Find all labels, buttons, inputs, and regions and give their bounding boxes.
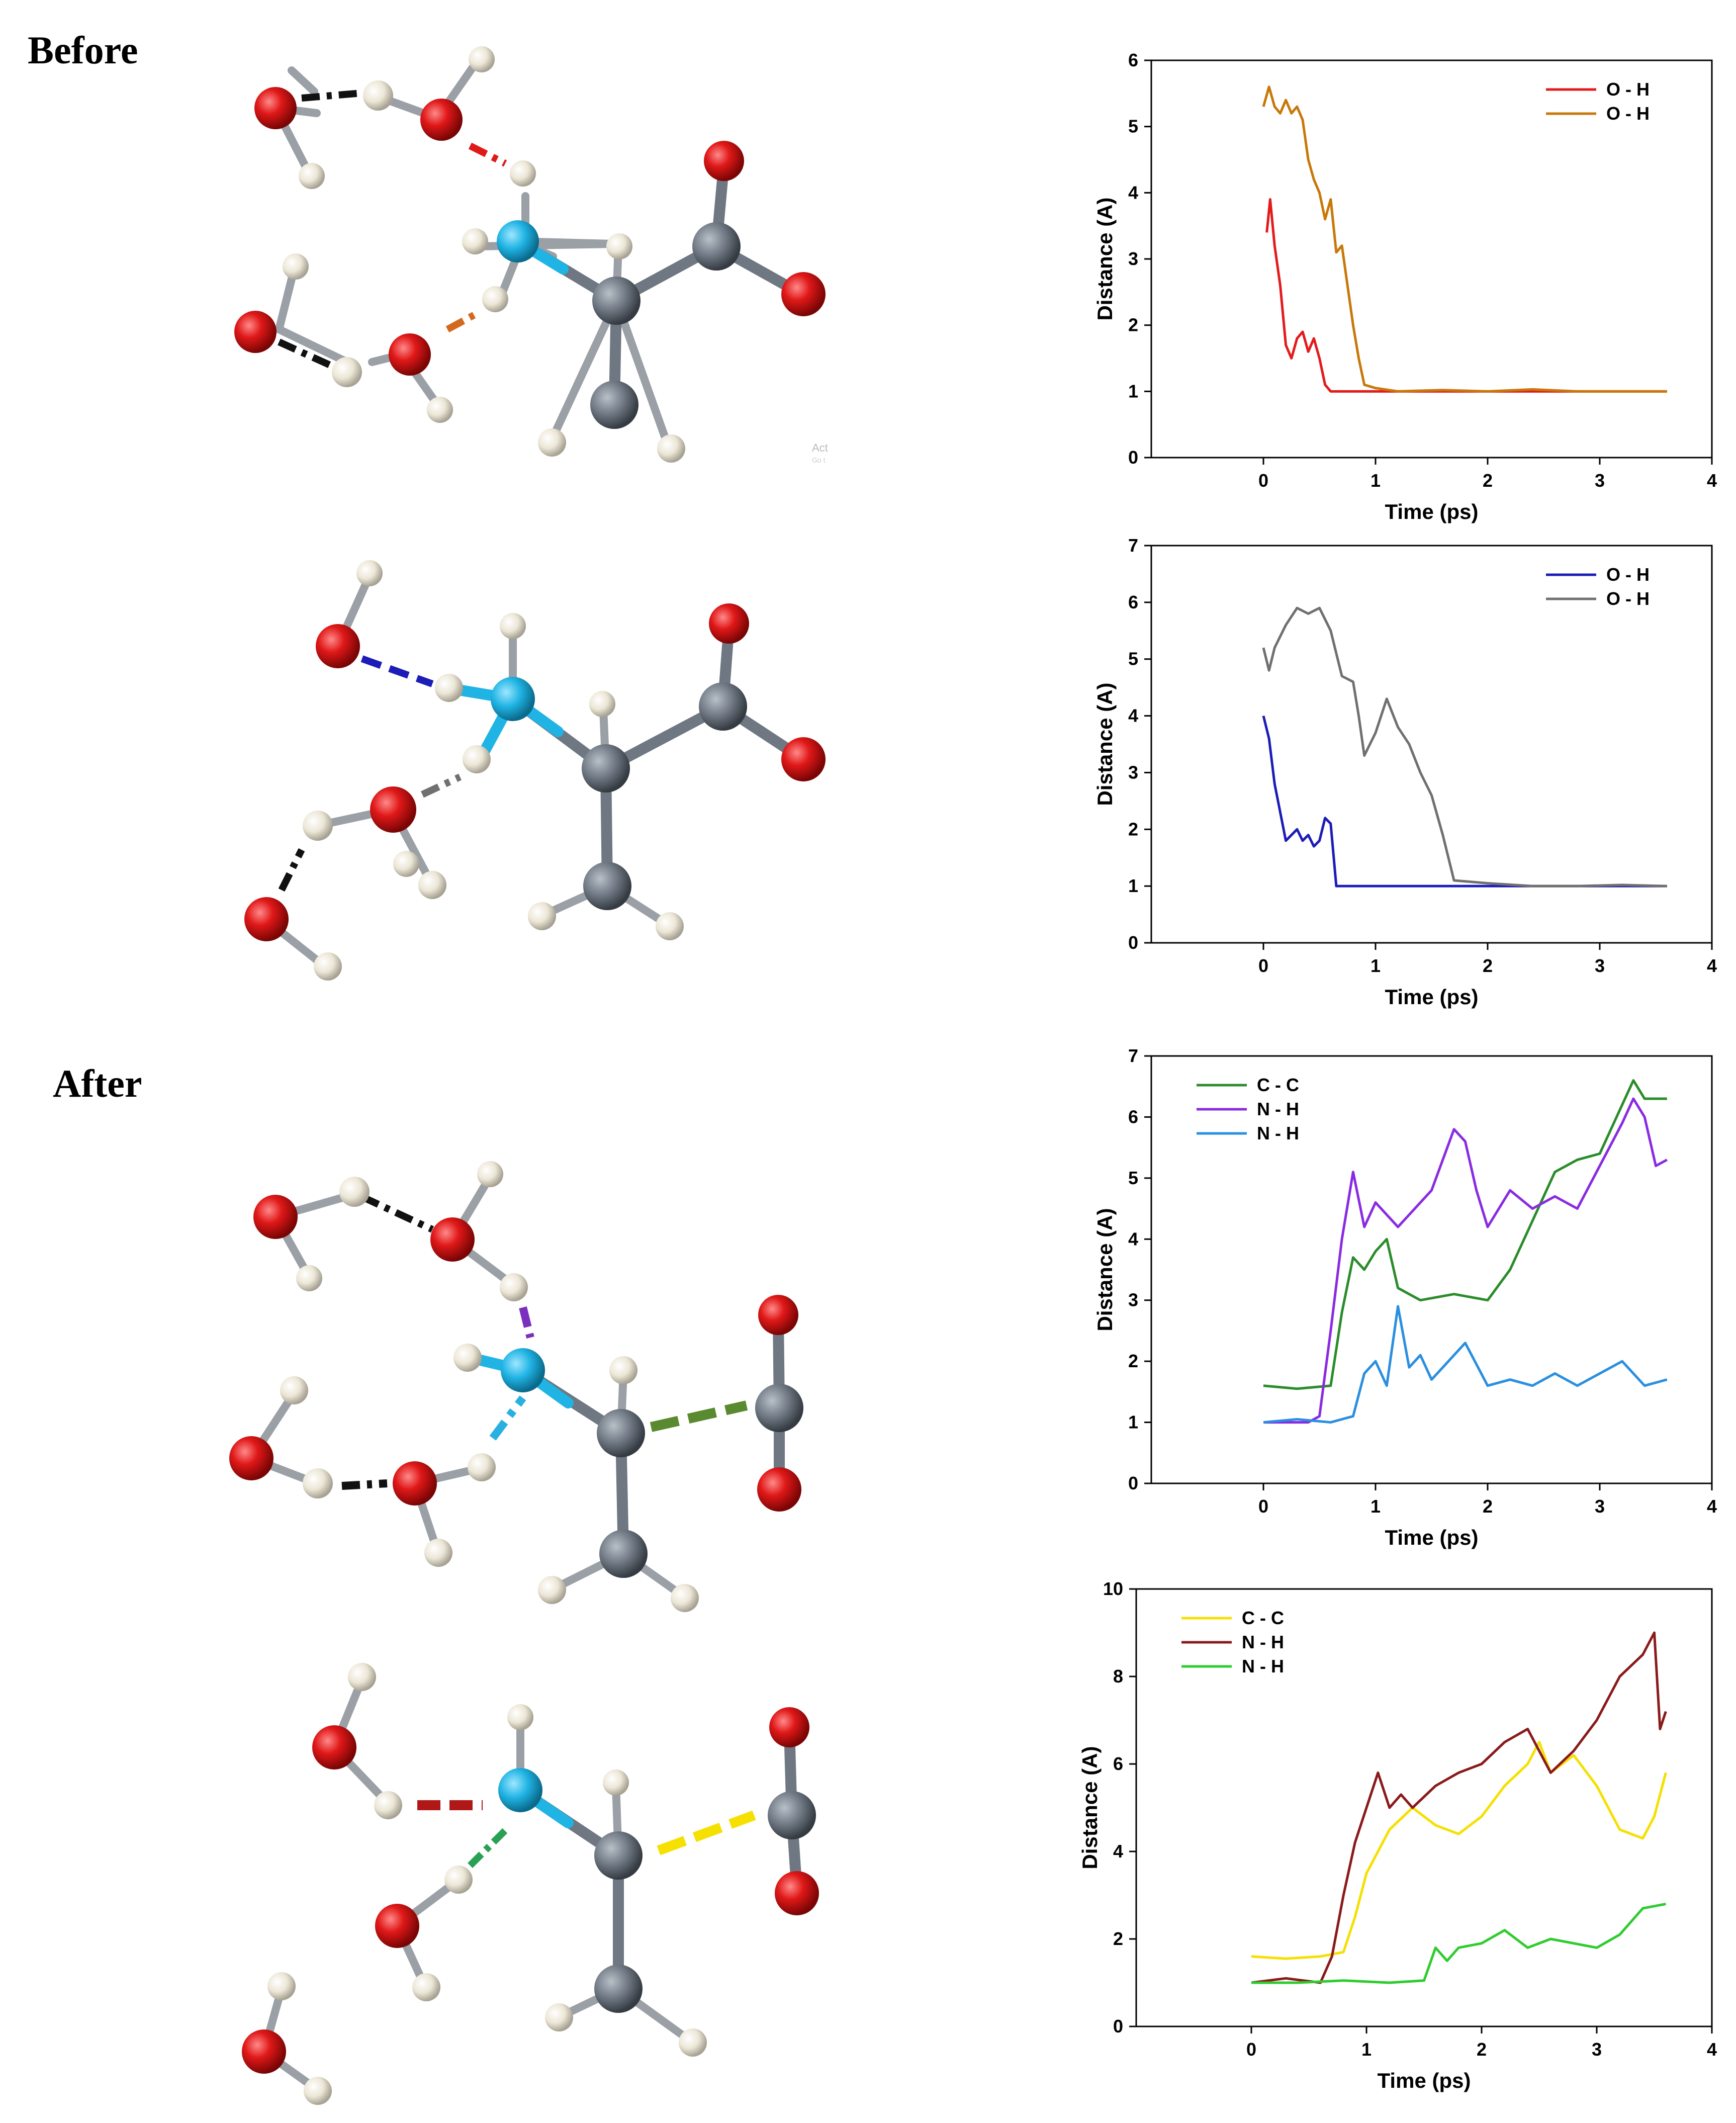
chart-1-x-tick-label: 0 [1258,470,1268,491]
chart-3-x-tick-label: 4 [1707,1496,1717,1517]
chart-4: 0 1 2 3 4 0 2 4 6 8 10 Time (ps) Distance (A) C - C N … [1078,1578,1717,2092]
chart-4-y-tick-label: 4 [1113,1841,1123,1862]
chart-3-series-1-line [1263,1079,1667,1390]
chart-4-y-tick-label: 6 [1113,1753,1123,1774]
chart-4-y-tick-label: 0 [1113,2016,1123,2037]
chart-1-y-tick-label: 5 [1128,116,1138,137]
chart-4-y-tick-label: 2 [1113,1928,1123,1949]
chart-3-y-tick-label: 6 [1128,1106,1138,1127]
chart-3-x-axis-label: Time (ps) [1385,1526,1479,1549]
chart-3: 0 1 2 3 4 0 1 2 3 4 5 6 7 Time (ps) Distance (A) C - C N… [1093,1045,1717,1549]
chart-2-y-tick-label: 0 [1128,932,1138,953]
chart-3-y-tick-label: 4 [1128,1228,1138,1249]
chart-2-series-1-line [1262,715,1667,888]
chart-3-x-tick-label: 2 [1483,1496,1493,1517]
chart-1-y-tick-label: 0 [1128,447,1138,468]
chart-3-plot-frame [1150,1055,1713,1484]
chart-2-y-tick-label: 3 [1128,762,1138,782]
chart-2: 0 1 2 3 4 0 1 2 3 4 5 6 7 Time (ps) Distance (A) O - H O… [1093,535,1717,1009]
chart-4-series-2-line [1251,1631,1667,1984]
chart-2-y-tick-label: 5 [1128,649,1138,669]
chart-1-legend-label-1: O - H [1606,79,1650,100]
chart-1-x-tick-label: 3 [1595,470,1605,491]
chart-3-y-tick-label: 3 [1128,1290,1138,1310]
watermark-text: Act [812,441,828,454]
chart-1-series-1-line [1265,198,1667,393]
chart-4-legend-label-1: C - C [1242,1608,1284,1628]
chart-2-legend-label-1: O - H [1606,564,1650,585]
chart-4-series-1-line [1251,1741,1667,1960]
chart-1-y-tick-label: 6 [1128,50,1138,70]
chart-4-series-3-line [1251,1902,1666,1984]
chart-3-y-tick-label: 2 [1128,1351,1138,1371]
chart-1-legend-label-2: O - H [1606,103,1650,124]
chart-1: 0 1 2 3 4 0 1 2 3 4 5 6 Time (ps) Distance (A) O - H O … [1093,50,1717,523]
chart-3-y-tick-label: 5 [1128,1168,1138,1188]
molecule-panel-2 [244,560,826,981]
chart-3-x-tick-label: 3 [1595,1496,1605,1517]
watermark-subtext: Go t [812,456,826,464]
chart-3-legend-label-3: N - H [1257,1123,1299,1143]
chart-4-plot-frame [1135,1588,1713,2027]
chart-2-y-axis-label: Distance (A) [1093,682,1117,806]
molecule-panel-4 [242,1663,819,2105]
chart-1-y-tick-label: 1 [1128,381,1138,401]
chart-4-x-tick-label: 2 [1477,2039,1487,2060]
chart-3-y-tick-label: 0 [1128,1473,1138,1493]
chart-3-x-tick-label: 1 [1370,1496,1381,1517]
chart-2-y-tick-label: 1 [1128,875,1138,896]
molecule-panel-3 [229,1161,803,1612]
after-label: After [53,1062,142,1105]
chart-2-x-tick-label: 1 [1370,955,1381,976]
chart-4-x-tick-label: 1 [1361,2039,1372,2060]
chart-1-x-tick-label: 1 [1370,470,1381,491]
chart-1-y-tick-label: 3 [1128,248,1138,269]
chart-4-x-axis-label: Time (ps) [1378,2069,1471,2092]
chart-2-legend-label-2: O - H [1606,588,1650,609]
chart-1-y-tick-label: 4 [1128,182,1138,203]
chart-2-x-tick-label: 2 [1483,955,1493,976]
chart-2-x-axis-label: Time (ps) [1385,985,1479,1009]
chart-4-x-tick-label: 4 [1707,2039,1717,2060]
chart-2-y-tick-label: 7 [1128,535,1138,556]
chart-1-y-tick-label: 2 [1128,315,1138,335]
chart-4-legend-label-3: N - H [1242,1656,1284,1676]
chart-4-y-tick-label: 10 [1103,1578,1123,1599]
chart-4-y-axis-label: Distance (A) [1078,1746,1102,1869]
chart-3-y-tick-label: 1 [1128,1412,1138,1433]
molecule-panels: Act Go t [229,46,828,2105]
chart-1-x-tick-label: 4 [1707,470,1717,491]
chart-2-x-tick-label: 3 [1595,955,1605,976]
chart-2-y-tick-label: 4 [1128,705,1138,726]
chart-1-series-2-line [1262,85,1667,393]
before-label: Before [28,28,138,72]
chart-2-series-2-line [1262,606,1667,888]
chart-2-y-tick-label: 2 [1128,819,1138,839]
chart-3-x-tick-label: 0 [1258,1496,1268,1517]
molecule-panel-1: Act Go t [234,46,828,464]
chart-2-y-tick-label: 6 [1128,592,1138,612]
chart-2-plot-frame [1150,545,1713,944]
chart-3-series-3-line [1263,1305,1668,1424]
chart-1-x-axis-label: Time (ps) [1385,500,1479,523]
chart-4-x-tick-label: 3 [1592,2039,1602,2060]
chart-3-series-2-line [1263,1097,1668,1424]
chart-4-y-tick-label: 8 [1113,1666,1123,1687]
chart-1-x-tick-label: 2 [1483,470,1493,491]
chart-3-y-tick-label: 7 [1128,1045,1138,1066]
chart-4-legend-label-2: N - H [1242,1632,1284,1652]
chart-2-x-tick-label: 4 [1707,955,1717,976]
chart-3-legend-label-1: C - C [1257,1075,1299,1095]
chart-2-x-tick-label: 0 [1258,955,1268,976]
chart-1-y-axis-label: Distance (A) [1093,197,1117,320]
chart-4-x-tick-label: 0 [1246,2039,1256,2060]
chart-3-y-axis-label: Distance (A) [1093,1208,1117,1331]
chart-3-legend-label-2: N - H [1257,1099,1299,1119]
